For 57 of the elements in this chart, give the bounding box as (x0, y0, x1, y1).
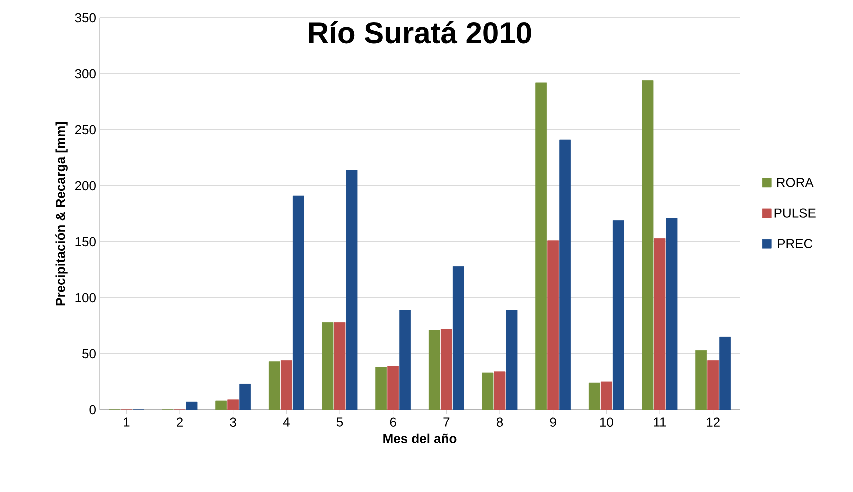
x-tick-label: 11 (654, 418, 666, 427)
x-tick-label: 12 (707, 418, 720, 427)
x-axis-title: Mes del año (384, 434, 457, 444)
bar (666, 218, 678, 410)
x-tick-label: 6 (390, 418, 396, 427)
y-axis-title: Precipitación & Recarga [mm] (56, 122, 68, 306)
bar (346, 170, 358, 410)
x-tick-label: 2 (177, 418, 183, 427)
bar (696, 350, 708, 410)
bar (600, 382, 612, 410)
bar (588, 382, 600, 410)
bar (482, 372, 494, 410)
bar (536, 82, 548, 410)
bar (388, 366, 400, 410)
bar (440, 329, 452, 410)
bar (322, 322, 334, 410)
y-tick-label: 350 (75, 13, 96, 23)
bar (654, 238, 666, 410)
legend-label: PREC (778, 239, 813, 248)
x-tick-label: 1 (124, 418, 130, 427)
x-tick-label: 10 (600, 418, 614, 427)
y-tick-label: 200 (75, 181, 96, 191)
x-tick-label: 8 (496, 418, 504, 427)
x-tick-label: 4 (283, 418, 290, 427)
legend-label: PULSE (774, 208, 816, 218)
bar (376, 367, 388, 410)
y-tick-label: 100 (76, 293, 96, 303)
bar (400, 310, 412, 410)
chart-title: Río Suratá 2010 (309, 21, 532, 44)
x-tick-label: 9 (550, 418, 556, 427)
bar (642, 80, 654, 410)
bar (494, 372, 506, 410)
bar (506, 310, 518, 410)
bar (240, 384, 252, 410)
y-tick-label: 50 (82, 349, 96, 359)
bar (708, 360, 720, 410)
bar (292, 196, 304, 410)
bar (428, 330, 440, 410)
y-tick-label: 150 (76, 237, 96, 247)
bar (720, 336, 732, 410)
y-tick-label: 250 (75, 125, 96, 135)
bar (612, 220, 624, 410)
bar (334, 322, 346, 410)
legend-label: RORA (777, 178, 814, 188)
bar (452, 266, 464, 410)
x-tick-label: 5 (336, 418, 344, 427)
bar (268, 362, 280, 410)
bar (216, 400, 228, 410)
bar (548, 240, 560, 410)
x-tick-label: 3 (230, 418, 236, 427)
y-tick-label: 300 (75, 69, 96, 79)
bar (560, 140, 572, 410)
bar (186, 402, 198, 410)
y-tick-label: 0 (90, 405, 96, 415)
bar (280, 360, 292, 410)
bar (228, 400, 240, 410)
x-tick-label: 7 (444, 418, 450, 427)
